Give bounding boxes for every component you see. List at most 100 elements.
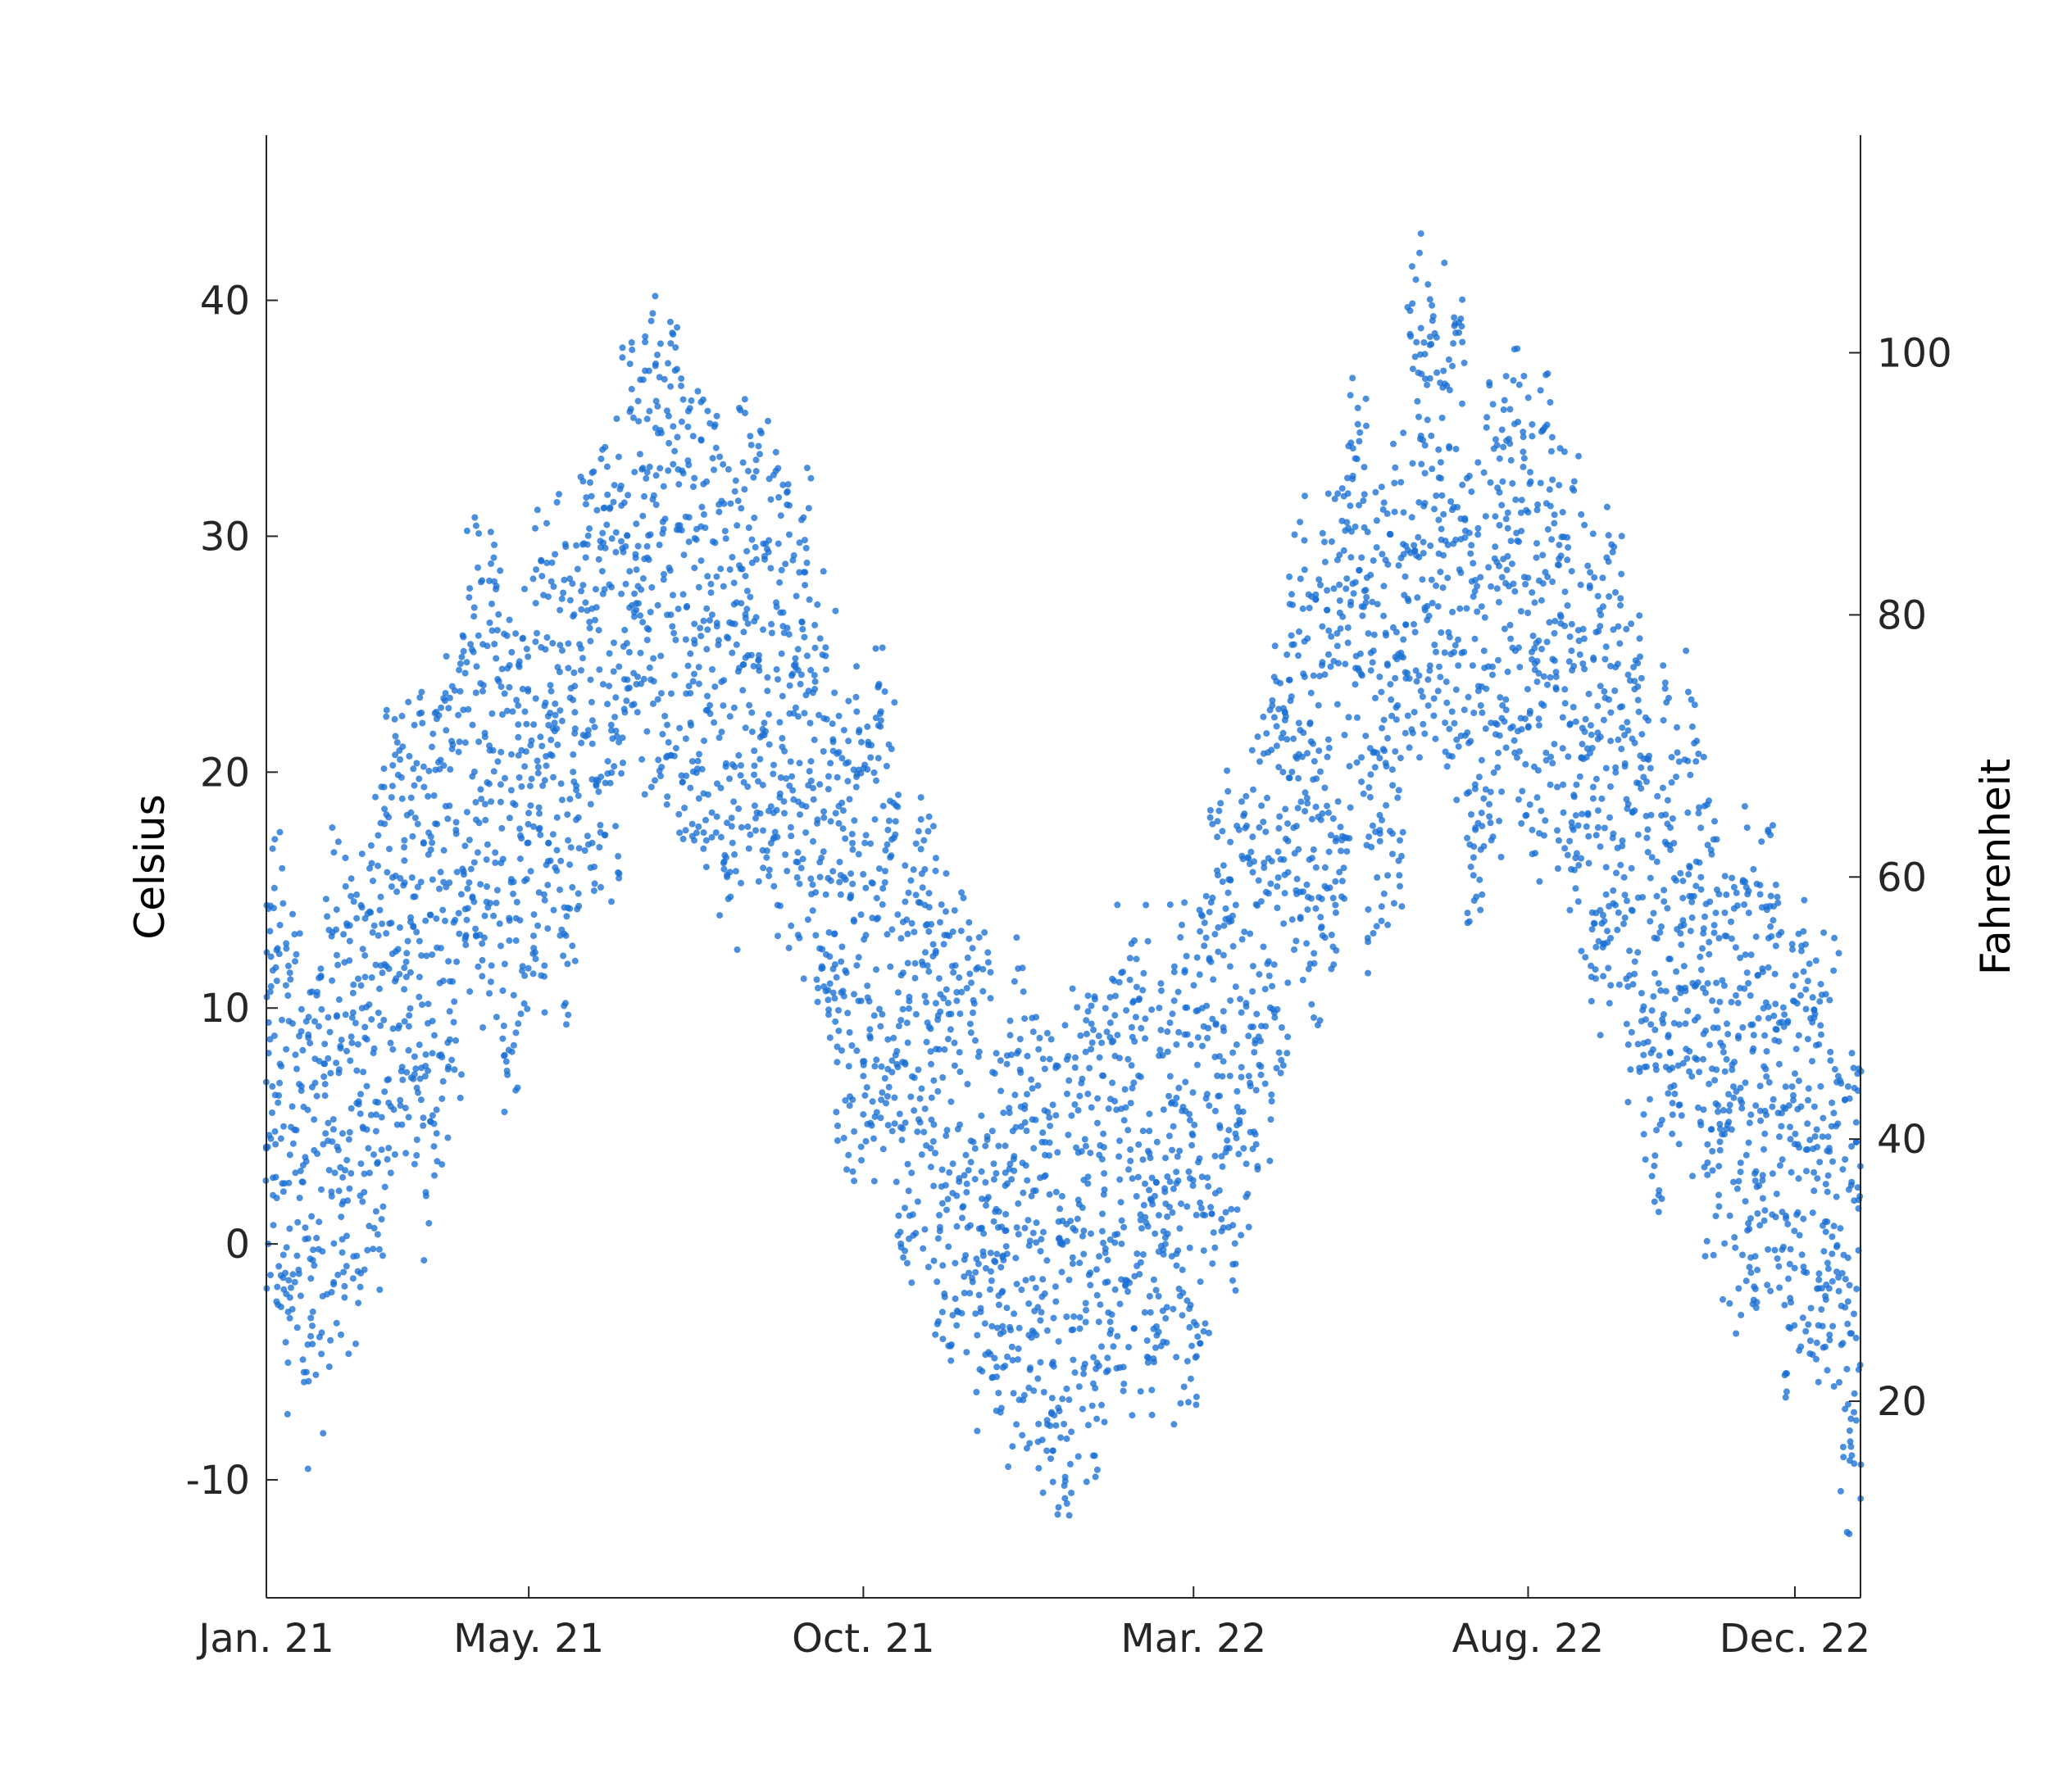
data-point [275, 1099, 282, 1106]
data-point [932, 867, 939, 874]
data-point [556, 491, 562, 498]
data-point [949, 1160, 956, 1168]
data-point [1570, 478, 1578, 485]
data-point [283, 945, 290, 952]
data-point [1572, 718, 1579, 725]
data-point [878, 1096, 885, 1104]
data-point [670, 629, 678, 637]
data-point [856, 728, 862, 736]
data-point [1224, 767, 1231, 774]
data-point [620, 499, 628, 506]
data-point [267, 953, 275, 960]
data-point [506, 616, 513, 624]
data-point [304, 1106, 311, 1114]
data-point [266, 988, 274, 996]
data-point [388, 783, 396, 790]
data-point [1788, 1168, 1795, 1176]
data-point [1607, 709, 1615, 716]
data-point [282, 1339, 289, 1346]
data-point [493, 900, 500, 906]
data-point [940, 941, 947, 948]
data-point [610, 668, 617, 675]
data-point [1647, 811, 1655, 819]
data-point [883, 1100, 889, 1107]
data-point [902, 1204, 908, 1212]
data-point [929, 941, 937, 948]
data-point [1020, 1391, 1028, 1399]
data-point [1650, 910, 1657, 917]
data-point [1434, 603, 1442, 610]
data-point [1064, 1091, 1070, 1097]
data-point [291, 931, 298, 938]
data-point [601, 504, 608, 511]
data-point [997, 1409, 1004, 1416]
data-point [825, 1006, 833, 1014]
data-point [655, 756, 662, 764]
data-point [1826, 1336, 1833, 1344]
data-point [1816, 998, 1824, 1005]
data-point [429, 876, 436, 883]
data-point [1394, 794, 1402, 801]
data-point [1013, 1224, 1020, 1232]
data-point [1379, 506, 1387, 513]
data-point [1547, 753, 1555, 760]
data-point [936, 1212, 943, 1218]
data-point [829, 989, 837, 996]
data-point [1229, 1222, 1237, 1229]
data-point [1046, 1114, 1053, 1121]
data-point [1715, 1191, 1722, 1199]
data-point [1700, 930, 1707, 937]
data-point [855, 954, 862, 961]
data-point [575, 845, 583, 852]
data-point [1083, 1030, 1090, 1037]
data-point [1668, 778, 1675, 786]
data-point [797, 811, 803, 819]
data-point [363, 1036, 370, 1043]
data-point [681, 805, 688, 811]
data-point [1170, 963, 1178, 970]
data-point [1646, 752, 1652, 760]
data-point [814, 998, 821, 1005]
data-point [1770, 917, 1777, 924]
data-point [510, 991, 517, 999]
data-point [1290, 641, 1297, 648]
data-point [1575, 637, 1583, 644]
data-point [870, 1012, 878, 1019]
data-point [1220, 922, 1228, 929]
data-point [586, 624, 593, 632]
data-point [862, 1137, 870, 1145]
data-point [564, 960, 571, 968]
data-point [971, 1145, 979, 1152]
data-point [1147, 1309, 1154, 1316]
data-point [417, 1096, 425, 1104]
data-point [540, 891, 547, 898]
data-point [1333, 701, 1341, 708]
data-point [1039, 1489, 1047, 1496]
data-point [1728, 999, 1735, 1005]
data-point [312, 1371, 320, 1378]
data-point [738, 565, 746, 573]
data-point [688, 758, 696, 765]
data-point [707, 589, 715, 597]
data-point [825, 786, 832, 793]
data-point [674, 324, 681, 331]
data-point [372, 793, 379, 801]
data-point [385, 1145, 393, 1152]
data-point [836, 878, 843, 886]
data-point [506, 937, 513, 944]
data-point [693, 769, 700, 777]
data-point [1682, 1020, 1689, 1028]
data-point [1000, 1328, 1007, 1336]
data-point [755, 778, 761, 785]
data-point [869, 880, 876, 887]
data-point [1699, 945, 1706, 952]
data-point [407, 809, 415, 816]
data-point [355, 1100, 362, 1108]
data-point [497, 567, 504, 574]
data-point [298, 1028, 305, 1035]
data-point [806, 719, 814, 727]
data-point [551, 719, 558, 727]
data-point [508, 649, 516, 656]
data-point [864, 723, 871, 730]
data-point [905, 889, 912, 896]
